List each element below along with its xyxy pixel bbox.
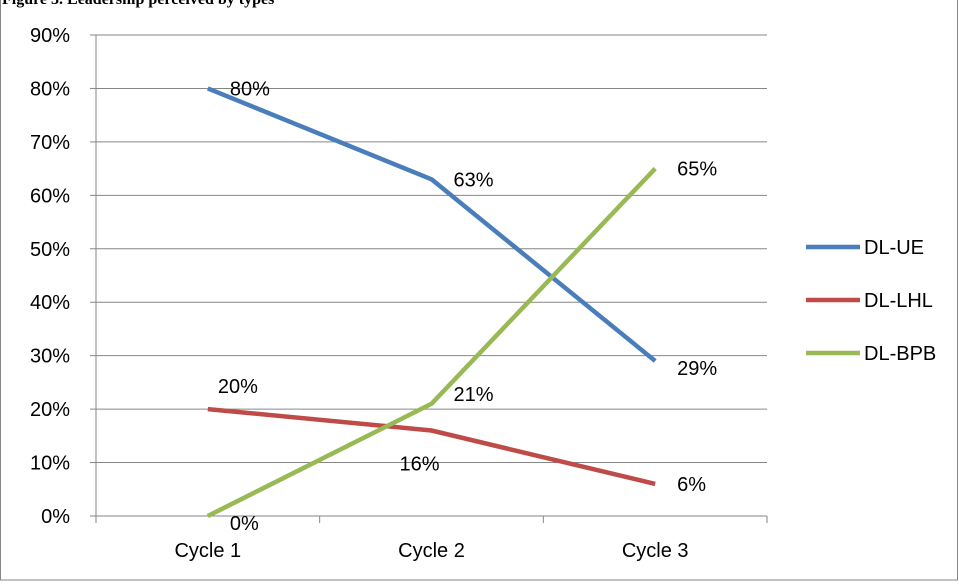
y-tick-label: 30% — [30, 346, 70, 368]
y-tick-label: 50% — [30, 239, 70, 261]
y-tick-label: 90% — [30, 25, 70, 47]
data-label-dl-bpb: 0% — [230, 513, 259, 535]
y-tick-label: 0% — [41, 506, 70, 528]
y-tick-label: 70% — [30, 132, 70, 154]
data-label-dl-lhl: 20% — [218, 376, 258, 398]
y-tick-label: 20% — [30, 399, 70, 421]
y-tick-label: 80% — [30, 78, 70, 100]
legend-label-dl-bpb: DL-BPB — [864, 343, 936, 365]
series-line-dl-ue — [206, 86, 657, 363]
y-tick-label: 40% — [30, 292, 70, 314]
series-line-dl-lhl — [207, 406, 656, 487]
x-tick-label: Cycle 1 — [174, 540, 241, 562]
data-label-dl-lhl: 16% — [400, 453, 440, 475]
series-line-dl-bpb — [206, 167, 657, 519]
data-label-dl-bpb: 65% — [677, 159, 717, 181]
legend-label-dl-lhl: DL-LHL — [864, 290, 933, 312]
y-tick-label: 60% — [30, 185, 70, 207]
data-label-dl-bpb: 21% — [454, 384, 494, 406]
data-label-dl-ue: 29% — [677, 358, 717, 380]
data-label-dl-lhl: 6% — [677, 474, 706, 496]
x-tick-label: Cycle 2 — [398, 540, 465, 562]
x-tick-label: Cycle 3 — [622, 540, 689, 562]
figure-caption: Figure 3. Leadership perceived by types — [2, 0, 274, 9]
data-label-dl-ue: 63% — [454, 169, 494, 191]
data-label-dl-ue: 80% — [230, 78, 270, 100]
y-tick-label: 10% — [30, 453, 70, 475]
legend-label-dl-ue: DL-UE — [864, 237, 924, 259]
